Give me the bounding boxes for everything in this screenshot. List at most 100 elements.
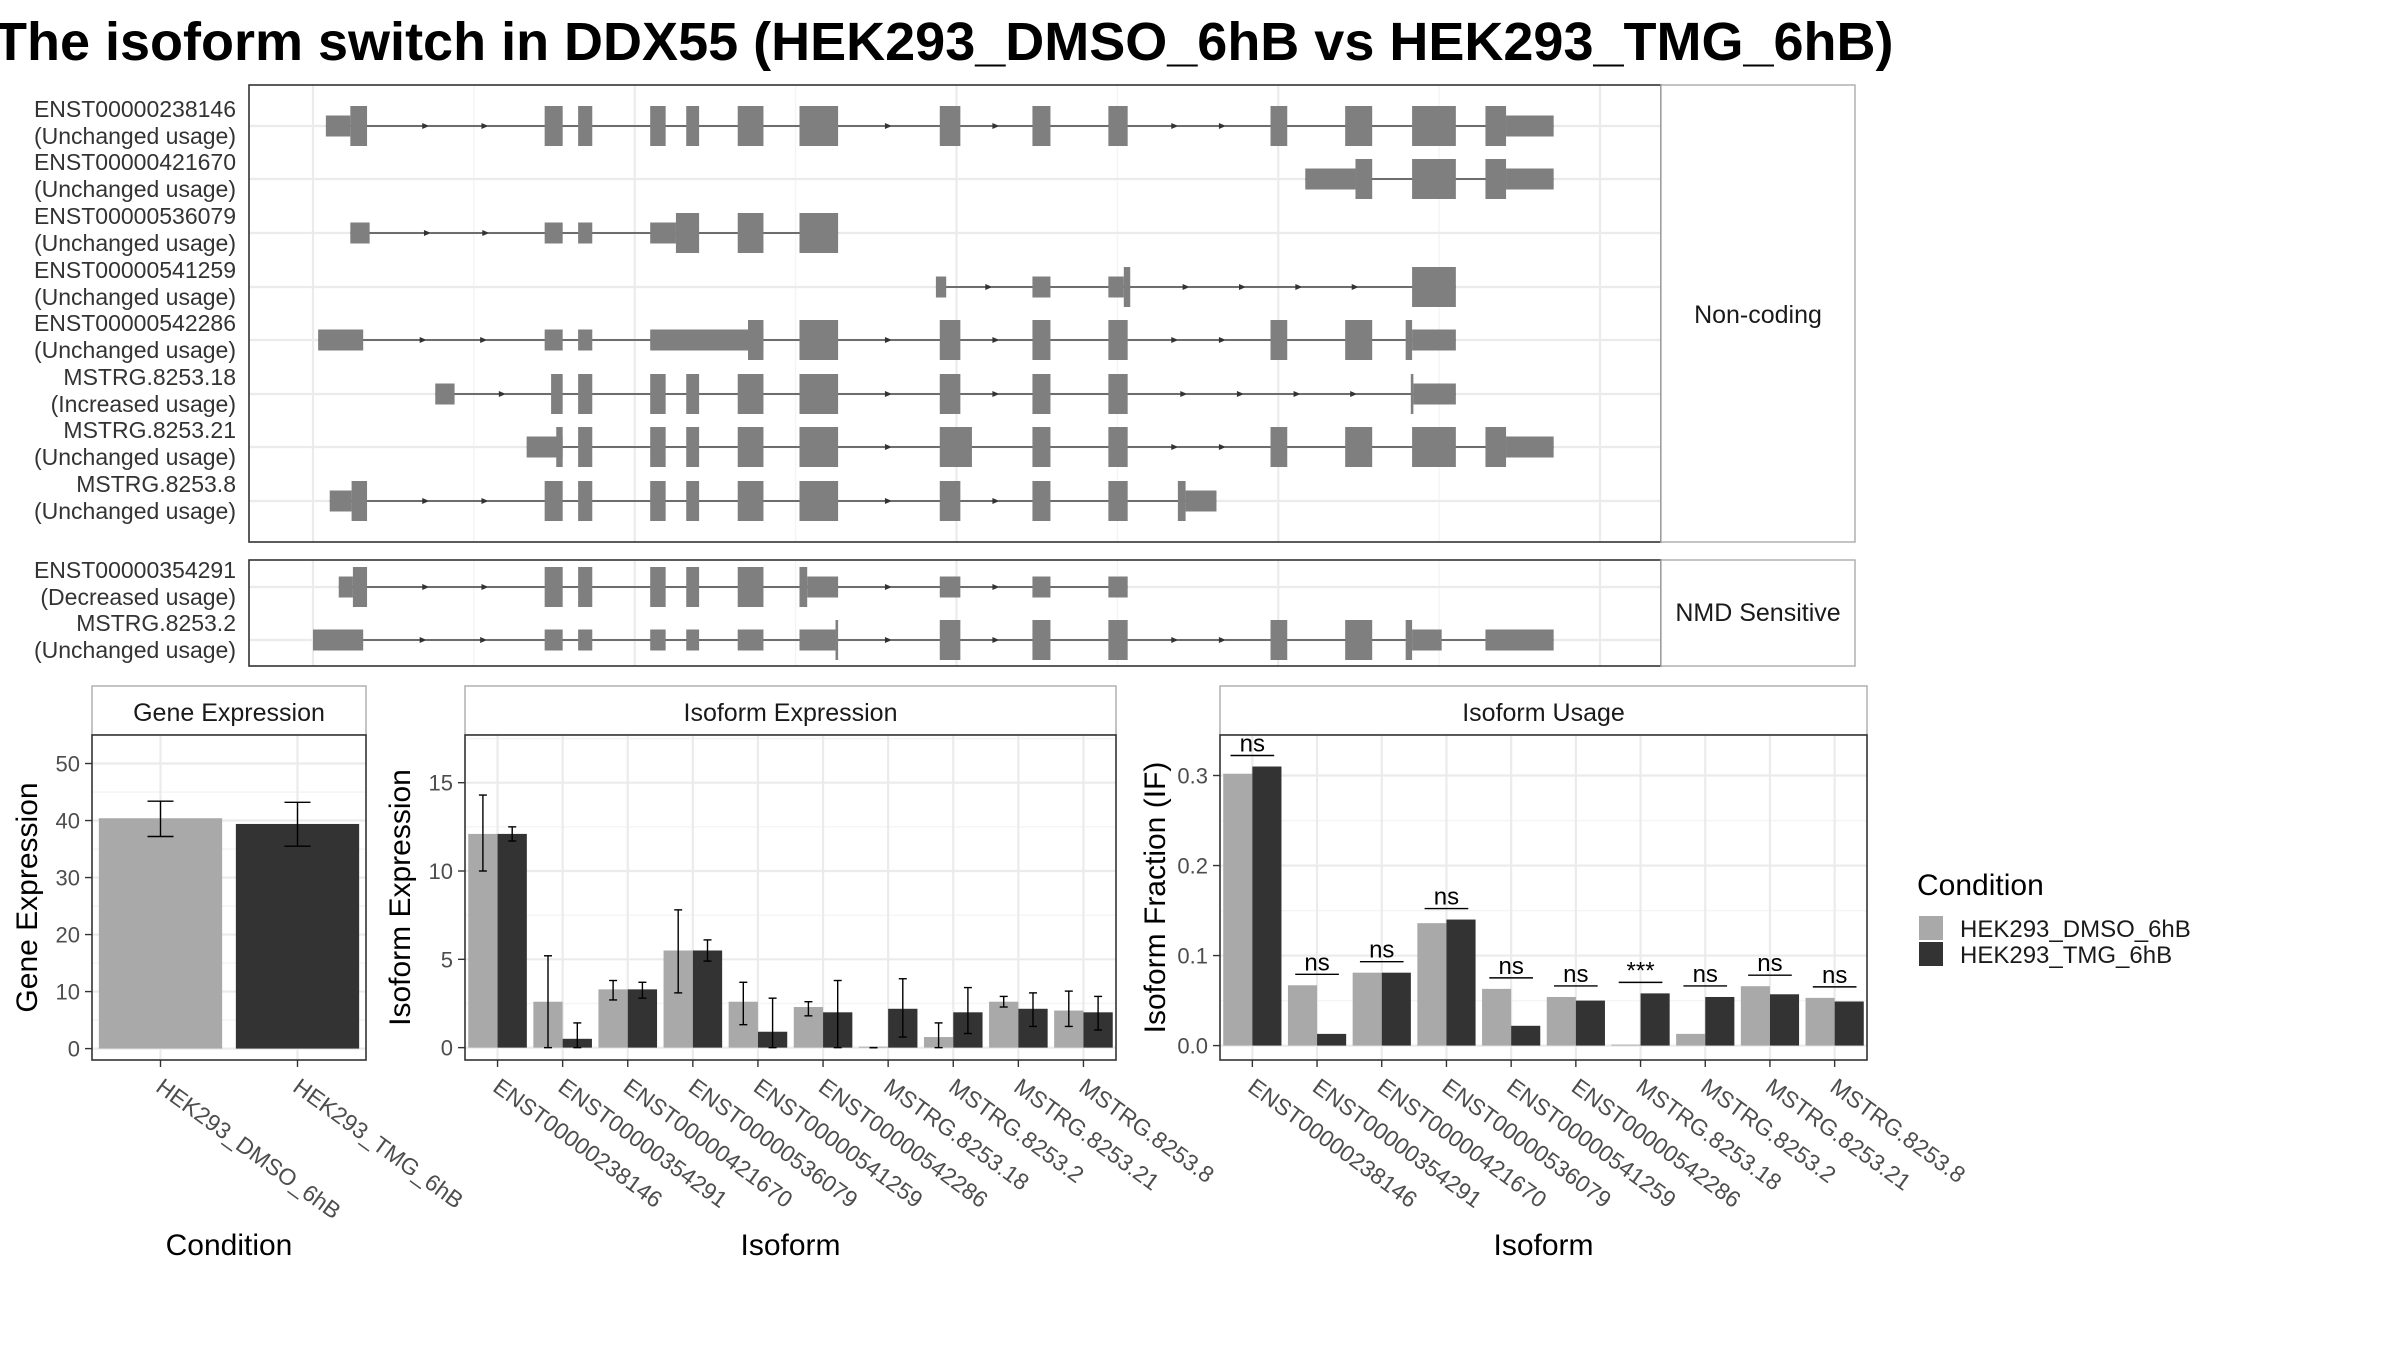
panel-frame [91, 734, 367, 1061]
significance-label: ns [1369, 937, 1394, 964]
y-tick-label: 0 [68, 1037, 80, 1062]
exon [544, 567, 563, 607]
transcript-id-label: ENST00000542286 [34, 310, 236, 336]
exon [737, 213, 764, 253]
intron-arrow [1236, 391, 1244, 397]
intron-arrow [1218, 123, 1226, 129]
facet-label-noncoding: Non-coding [1694, 301, 1822, 329]
exon [650, 106, 666, 146]
exon [1412, 106, 1456, 146]
intron-arrow [992, 337, 1000, 343]
exon [544, 106, 563, 146]
panel-strip [1219, 685, 1868, 736]
exon [939, 620, 961, 660]
bar-ENST00000542286-tmg [1575, 1000, 1605, 1046]
intron-arrow [481, 584, 489, 590]
exon [1405, 620, 1413, 660]
intron-arrow [1293, 391, 1301, 397]
y-tick-label: 5 [441, 947, 453, 972]
exon [1177, 481, 1186, 521]
bar-ENST00000536079-dmso [1417, 923, 1447, 1046]
exon [737, 629, 764, 651]
bar-ENST00000421670-dmso [1352, 972, 1382, 1046]
exon [650, 567, 666, 607]
intron-arrow [1171, 444, 1179, 450]
intron-arrow [422, 123, 430, 129]
exon [1185, 490, 1217, 512]
intron-arrow [480, 637, 488, 643]
transcript-labels: ENST00000238146(Unchanged usage)ENST0000… [34, 96, 236, 663]
intron-arrow [422, 498, 430, 504]
bar-ENST00000238146-tmg [1252, 766, 1282, 1046]
intron-arrow [884, 444, 892, 450]
exon [686, 629, 700, 651]
y-axis-title: Isoform Fraction (IF) [1139, 762, 1172, 1034]
transcript-ENST00000421670 [1305, 159, 1554, 199]
exon [578, 567, 593, 607]
transcript-ENST00000354291 [338, 567, 1128, 607]
exon [551, 374, 563, 414]
transcript-usage-label: (Unchanged usage) [34, 637, 236, 663]
exon [578, 427, 593, 467]
bar-MSTRG.8253.18-dmso [1611, 1044, 1641, 1046]
exon [1108, 276, 1124, 298]
panel-frame [1219, 734, 1868, 1061]
bar-ENST00000536079-tmg [692, 950, 723, 1048]
intron-arrow [419, 337, 427, 343]
transcript-usage-label: (Unchanged usage) [34, 230, 236, 256]
exon [686, 106, 700, 146]
intron-arrow [985, 284, 993, 290]
bar-MSTRG.8253.2-tmg [1705, 996, 1735, 1046]
intron-arrow [1182, 284, 1190, 290]
y-tick-label: 0.0 [1177, 1034, 1208, 1059]
y-tick-label: 0.3 [1177, 764, 1208, 789]
bar-ENST00000542286-dmso [1546, 996, 1576, 1046]
exon [556, 427, 563, 467]
exon [1345, 320, 1373, 360]
intron-arrow [884, 498, 892, 504]
exon [1405, 320, 1413, 360]
panel-title: Isoform Usage [1462, 699, 1625, 727]
exon [1412, 427, 1456, 467]
structure-panel-noncoding: Non-coding [248, 84, 1856, 543]
bar-MSTRG.8253.18-tmg [1640, 993, 1670, 1046]
exon [578, 481, 593, 521]
exon [939, 106, 961, 146]
exon [650, 481, 666, 521]
transcript-usage-label: (Unchanged usage) [34, 284, 236, 310]
x-axis-title: Isoform [1493, 1229, 1593, 1262]
transcript-id-label: ENST00000421670 [34, 149, 236, 175]
bar-HEK293_DMSO_6hB [98, 818, 223, 1049]
exon [737, 481, 764, 521]
bar-MSTRG.8253.8-dmso [1805, 997, 1835, 1046]
exon [1506, 436, 1554, 458]
exon [748, 320, 764, 360]
exon [1345, 427, 1373, 467]
panel-frame [464, 734, 1117, 1061]
intron-arrow [423, 230, 431, 236]
exon [799, 374, 839, 414]
legend: Condition HEK293_DMSO_6hB HEK293_TMG_6hB [1917, 869, 2191, 969]
transcript-ENST00000541259 [935, 267, 1456, 307]
bar-ENST00000238146-dmso [1223, 773, 1253, 1046]
exon [1108, 620, 1128, 660]
exon [939, 427, 972, 467]
intron-arrow [992, 498, 1000, 504]
intron-arrow [1351, 284, 1359, 290]
exon [1345, 106, 1373, 146]
exon [807, 576, 839, 598]
bar-ENST00000354291-tmg [1317, 1033, 1347, 1046]
bar-ENST00000238146-tmg [497, 833, 527, 1048]
transcripts-noncoding [318, 106, 1554, 521]
exon [799, 629, 836, 651]
intron-arrow [482, 230, 490, 236]
exon [939, 320, 961, 360]
exon [325, 115, 351, 137]
exon [737, 567, 764, 607]
intron-arrow [884, 637, 892, 643]
exon [686, 481, 700, 521]
transcript-MSTRG.8253.2 [313, 620, 1554, 660]
intron-arrow [1218, 444, 1226, 450]
transcript-id-label: ENST00000541259 [34, 257, 236, 283]
